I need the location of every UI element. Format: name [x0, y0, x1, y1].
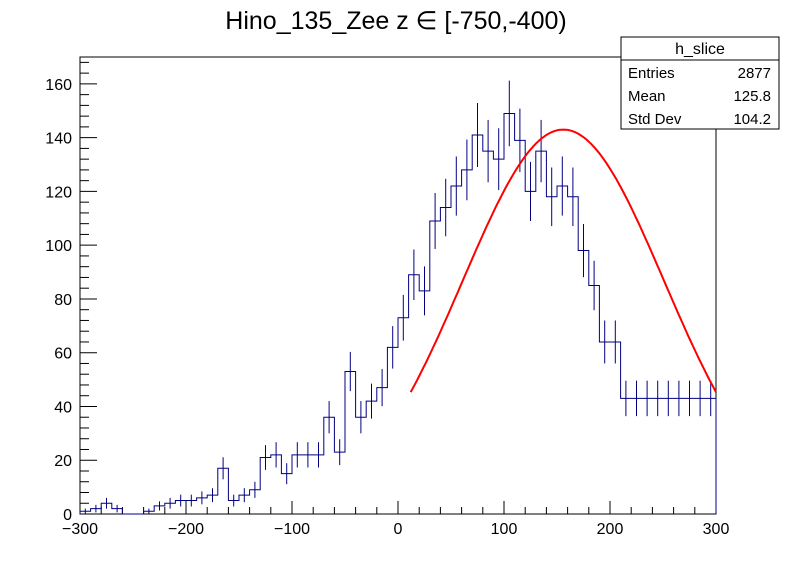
stats-box: h_slice Entries 2877 Mean 125.8 Std Dev … [620, 36, 780, 130]
y-tick-label: 100 [45, 238, 72, 255]
x-tick-label: 300 [703, 521, 730, 538]
x-tick-label: 0 [394, 521, 403, 538]
gaussian-fit-curve [409, 128, 717, 393]
y-tick-label: 40 [54, 399, 72, 416]
x-axis: −300 −200 −100 0 100 200 300 [62, 501, 729, 538]
y-tick-label: 20 [54, 453, 72, 470]
stats-label-std-dev: Std Dev [628, 111, 682, 128]
stats-label-mean: Mean [628, 88, 666, 105]
chart-title: Hino_135_Zee z ∈ [-750,-400) [225, 7, 566, 35]
stats-box-title: h_slice [675, 41, 725, 58]
x-tick-label: −100 [274, 521, 310, 538]
histogram-series-h-slice [79, 112, 717, 515]
y-axis: 0 20 40 60 80 100 120 140 160 [45, 61, 97, 524]
x-tick-label: −200 [168, 521, 204, 538]
stats-box-frame [620, 36, 780, 130]
y-tick-label: 120 [45, 184, 72, 201]
histogram-error-bars [84, 80, 712, 514]
y-tick-label: 80 [54, 292, 72, 309]
stats-label-entries: Entries [628, 65, 675, 82]
y-tick-label: 60 [54, 346, 72, 363]
y-tick-label: 0 [63, 507, 72, 524]
x-tick-label: −300 [62, 521, 98, 538]
y-tick-label: 140 [45, 131, 72, 148]
y-tick-label: 160 [45, 77, 72, 94]
stats-value-entries: 2877 [738, 65, 771, 82]
x-tick-label: 100 [491, 521, 518, 538]
x-tick-label: 200 [597, 521, 624, 538]
stats-value-mean: 125.8 [733, 88, 771, 105]
stats-value-std-dev: 104.2 [733, 111, 771, 128]
